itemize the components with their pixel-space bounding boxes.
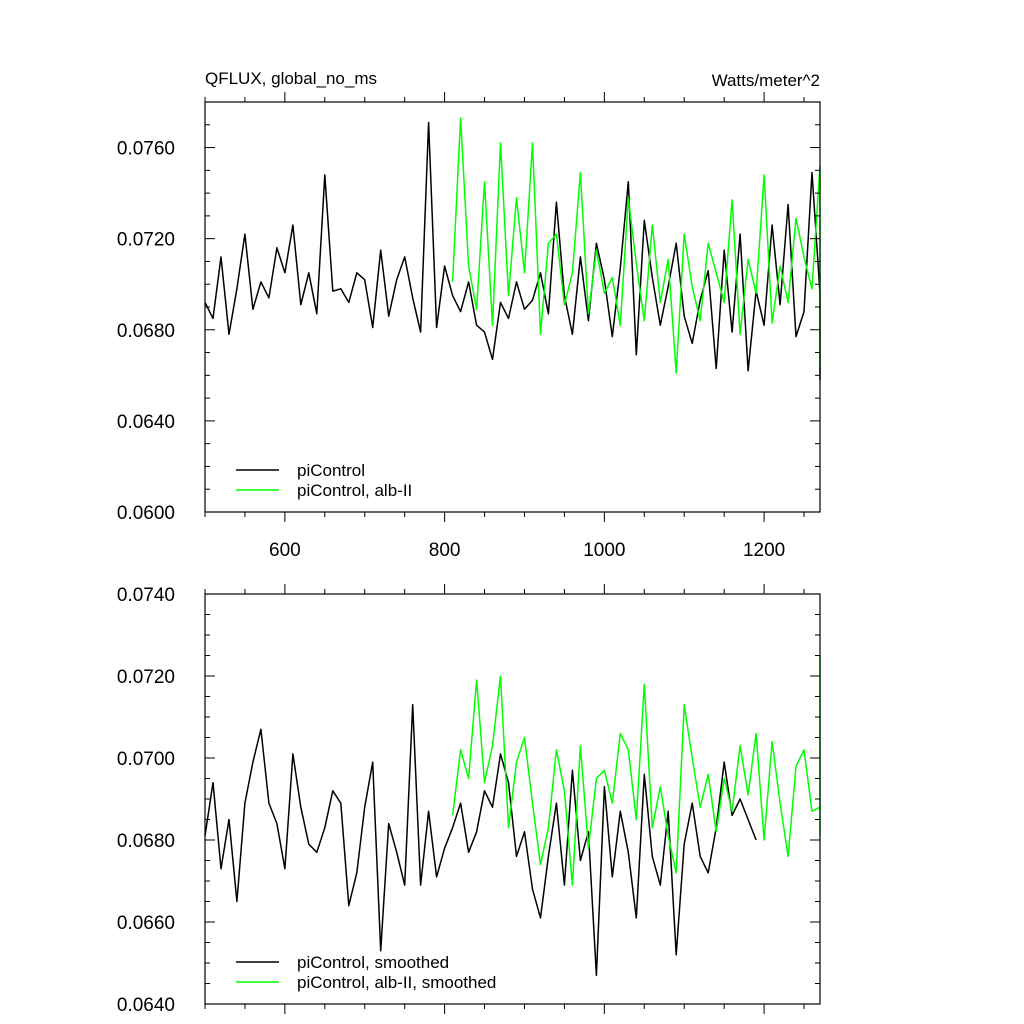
- top-axis-ticks: 0.0600 0.0640 0.0680 0.0720 0.0760 600 800 1000…: [117, 92, 820, 561]
- top-plot-frame: [204, 101, 821, 513]
- series-line-0-1: [451, 117, 821, 374]
- legend-label-picontrol: piControl: [297, 461, 365, 480]
- top-legend: piControl piControl, alb-II: [236, 461, 412, 500]
- y-tick-label: 0.0680: [117, 321, 175, 342]
- y-tick-label: 0.0680: [117, 831, 175, 852]
- chart-title-right: Watts/meter^2: [712, 71, 820, 90]
- y-tick-label: 0.0720: [117, 230, 175, 251]
- top-panel: QFLUX, global_no_ms Watts/meter^2 0.0600…: [117, 69, 821, 561]
- top-series-group: [204, 117, 821, 380]
- series-line-0-0: [204, 121, 821, 380]
- legend-label-picontrol-smoothed: piControl, smoothed: [297, 953, 449, 972]
- y-tick-label: 0.0640: [117, 412, 175, 433]
- bottom-legend: piControl, smoothed piControl, alb-II, s…: [236, 953, 496, 992]
- series-line-1-1: [451, 654, 821, 886]
- y-tick-label: 0.0740: [117, 585, 175, 606]
- y-tick-label: 0.0640: [117, 995, 175, 1016]
- y-tick-label: 0.0600: [117, 503, 175, 524]
- y-tick-label: 0.0760: [117, 139, 175, 160]
- bottom-axis-ticks: 0.0640 0.0660 0.0680 0.0700 0.0720 0.0740: [117, 584, 820, 1016]
- chart-title-left: QFLUX, global_no_ms: [205, 69, 377, 88]
- bottom-series-group: [204, 654, 821, 977]
- x-tick-label: 600: [269, 540, 301, 561]
- x-tick-label: 1000: [583, 540, 625, 561]
- y-tick-label: 0.0660: [117, 913, 175, 934]
- x-tick-label: 1200: [743, 540, 785, 561]
- y-tick-label: 0.0720: [117, 667, 175, 688]
- series-line-1-0: [204, 703, 757, 977]
- y-tick-label: 0.0700: [117, 749, 175, 770]
- x-tick-label: 800: [429, 540, 461, 561]
- legend-label-picontrol-alb-smoothed: piControl, alb-II, smoothed: [297, 973, 496, 992]
- bottom-panel: 0.0640 0.0660 0.0680 0.0700 0.0720 0.0740 piC…: [117, 584, 821, 1016]
- legend-label-picontrol-alb: piControl, alb-II: [297, 481, 412, 500]
